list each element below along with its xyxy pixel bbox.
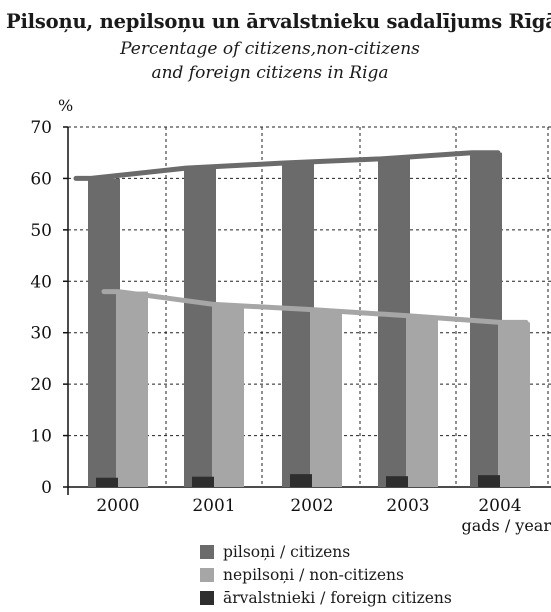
bar-citizens-2001: [184, 168, 216, 487]
x-tick-label-2003: 2003: [386, 496, 429, 516]
y-tick-label-60: 60: [30, 169, 52, 189]
y-tick-label-20: 20: [30, 375, 52, 395]
bar-citizens-2002: [282, 163, 314, 487]
bar-non-citizens-2003: [406, 315, 438, 487]
chart-subtitle-line-1: Percentage of citizens,non-citizens: [120, 39, 420, 59]
y-tick-label-0: 0: [41, 478, 52, 498]
y-tick-label-40: 40: [30, 272, 52, 292]
x-tick-label-2001: 2001: [192, 496, 235, 516]
legend-label-foreign-citizens: ārvalstnieki / foreign citizens: [223, 588, 452, 607]
bar-non-citizens-2004: [498, 322, 530, 487]
x-tick-label-2000: 2000: [96, 496, 139, 516]
legend-item-foreign-citizens: ārvalstnieki / foreign citizens: [200, 586, 452, 609]
x-axis-label: gads / year: [462, 516, 551, 535]
bar-foreign-citizens-2003: [386, 476, 408, 487]
chart-title: Pilsoņu, nepilsoņu un ārvalstnieku sadal…: [6, 10, 551, 33]
trend-line-non-citizens: [101, 289, 529, 325]
bar-foreign-citizens-2000: [96, 477, 118, 487]
y-axis-unit-label: %: [58, 96, 73, 115]
trend-line-citizens: [73, 150, 501, 181]
legend-swatch-non-citizens: [200, 567, 214, 582]
bar-non-citizens-2001: [212, 304, 244, 487]
legend: pilsoņi / citizens nepilsoņi / non-citiz…: [200, 540, 452, 609]
bar-non-citizens-2000: [116, 291, 148, 487]
bar-citizens-2000: [88, 178, 120, 487]
bar-foreign-citizens-2004: [478, 475, 500, 487]
y-tick-label-70: 70: [30, 118, 52, 138]
bar-citizens-2003: [378, 158, 410, 487]
bar-non-citizens-2002: [310, 309, 342, 487]
legend-label-citizens: pilsoņi / citizens: [223, 542, 351, 561]
legend-label-non-citizens: nepilsoņi / non-citizens: [223, 565, 404, 584]
x-tick-label-2004: 2004: [478, 496, 521, 516]
y-tick-label-30: 30: [30, 324, 52, 344]
y-tick-label-50: 50: [30, 221, 52, 241]
chart-subtitle-line-2: and foreign citizens in Riga: [151, 63, 389, 83]
legend-swatch-foreign-citizens: [200, 590, 214, 605]
legend-swatch-citizens: [200, 544, 214, 559]
x-tick-label-2002: 2002: [290, 496, 333, 516]
y-tick-label-10: 10: [30, 427, 52, 447]
legend-item-non-citizens: nepilsoņi / non-citizens: [200, 563, 452, 586]
bar-foreign-citizens-2001: [192, 476, 214, 487]
bar-foreign-citizens-2002: [290, 474, 312, 487]
legend-item-citizens: pilsoņi / citizens: [200, 540, 452, 563]
